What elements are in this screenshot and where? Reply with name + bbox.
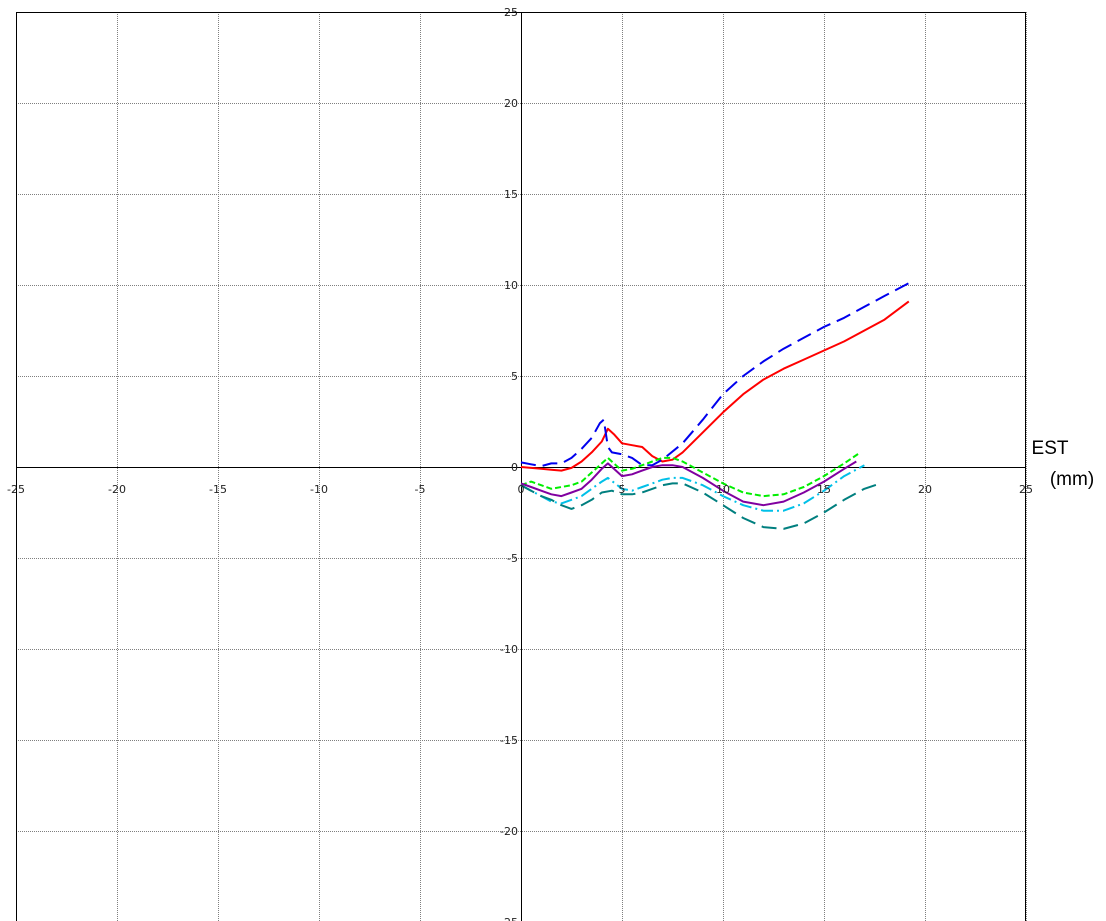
x-tick-label: 5 [619,483,626,496]
tick-labels: -25 -20 -15 -10 -5 0 5 10 15 20 252520151050-5-10-… [7,6,1033,921]
series-line [520,282,910,468]
y-tick-label: -25 [500,916,518,921]
x-tick-label: -15 [209,483,227,496]
series-group [520,282,910,530]
x-tick-label: -5 [415,483,426,496]
y-tick-label: -5 [507,552,518,565]
x-axis-title: EST [1032,438,1069,459]
x-axis-unit: (mm) [1050,469,1094,490]
series-line [520,460,857,507]
series-line [520,451,861,498]
x-tick-label: 0 [518,483,525,496]
series-line [520,482,881,530]
y-tick-label: 10 [504,279,518,292]
y-tick-label: -15 [500,734,518,747]
y-tick-label: 5 [511,370,518,383]
series-line [520,300,910,472]
x-tick-label: -10 [310,483,328,496]
y-tick-label: 15 [504,188,518,201]
series-line [520,464,865,512]
y-tick-label: -20 [500,825,518,838]
y-tick-label: -10 [500,643,518,656]
x-tick-label: 20 [918,483,932,496]
x-tick-label: -20 [108,483,126,496]
y-tick-label: 0 [511,461,518,474]
x-tick-label: 10 [716,483,730,496]
axes [16,12,1026,921]
y-tick-label: 20 [504,97,518,110]
plot-frame [16,12,1026,921]
x-tick-label: 15 [817,483,831,496]
